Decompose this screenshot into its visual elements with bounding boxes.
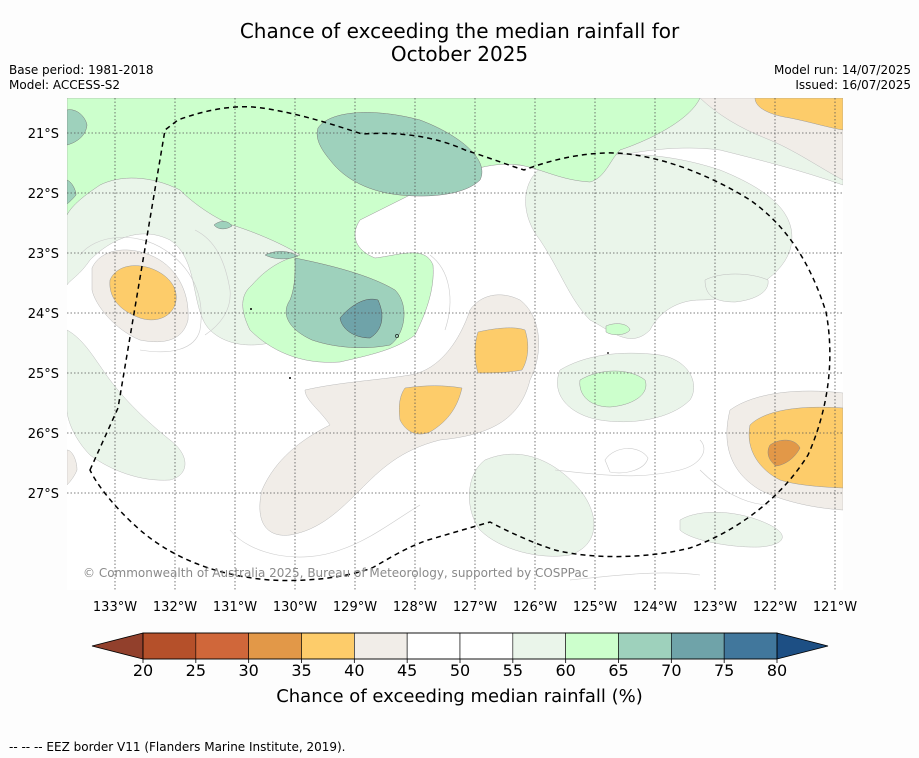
colorbar-cell [301, 632, 355, 660]
lat-label-25s: 25°S [28, 367, 59, 382]
lon-label-127w: 127°W [453, 600, 497, 615]
lon-label-129w: 129°W [333, 600, 377, 615]
lon-label-125w: 125°W [573, 600, 617, 615]
contour-30-35 [767, 439, 801, 467]
colorbar-cell [142, 632, 197, 660]
colorbar-cell [618, 632, 672, 660]
colorbar-cell [565, 632, 619, 660]
colorbar-tick-label: 80 [767, 661, 787, 680]
colorbar-tick-label: 60 [555, 661, 575, 680]
colorbar-tick-label: 30 [238, 661, 258, 680]
lon-label-130w: 130°W [273, 600, 317, 615]
lat-label-24s: 24°S [28, 307, 59, 322]
lat-label-22s: 22°S [28, 187, 59, 202]
colorbar-label: Chance of exceeding median rainfall (%) [276, 686, 643, 707]
colorbar-tick-label: 45 [397, 661, 417, 680]
lat-label-23s: 23°S [28, 247, 59, 262]
map-area: © Commonwealth of Australia 2025, Bureau… [67, 98, 843, 590]
lon-label-132w: 132°W [153, 600, 197, 615]
lon-label-128w: 128°W [393, 600, 437, 615]
colorbar-tick-label: 70 [661, 661, 681, 680]
colorbar-cell [512, 632, 566, 660]
map-title-line-2: October 2025 [390, 42, 529, 66]
colorbar-cell [671, 632, 725, 660]
colorbar-cell [354, 632, 408, 660]
colorbar-tick-label: 25 [186, 661, 206, 680]
colorbar-tick-label: 35 [291, 661, 311, 680]
map-title-line-1: Chance of exceeding the median rainfall … [239, 19, 680, 43]
colorbar-under-arrow [91, 632, 144, 660]
base-period-text: Base period: 1981-2018 [9, 63, 154, 77]
colorbar-tick-label: 40 [344, 661, 364, 680]
colorbar-cell [459, 632, 514, 660]
colorbar-tick-label: 50 [450, 661, 470, 680]
colorbar-cell [195, 632, 249, 660]
colorbar-tick-label: 55 [503, 661, 523, 680]
lon-label-126w: 126°W [513, 600, 557, 615]
lat-label-27s: 27°S [28, 487, 59, 502]
lon-label-123w: 123°W [693, 600, 737, 615]
lon-label-124w: 124°W [633, 600, 677, 615]
island-markers [250, 308, 609, 379]
eez-footnote: -- -- -- EEZ border V11 (Flanders Marine… [9, 740, 346, 754]
latitude-labels: 21°S 22°S 23°S 24°S 25°S 26°S 27°S [28, 127, 59, 502]
eez-border-line [89, 106, 831, 582]
contour-70-75 [339, 298, 383, 339]
lon-label-133w: 133°W [93, 600, 137, 615]
copyright-notice: © Commonwealth of Australia 2025, Bureau… [83, 566, 588, 580]
colorbar: 20 25 30 35 40 45 50 55 60 65 70 75 80 [91, 632, 829, 680]
lon-label-121w: 121°W [813, 600, 857, 615]
lat-label-26s: 26°S [28, 427, 59, 442]
colorbar-cell [723, 632, 778, 660]
colorbar-over-arrow [776, 632, 829, 660]
lon-label-122w: 122°W [753, 600, 797, 615]
colorbar-cell [248, 632, 302, 660]
longitude-labels: 133°W 132°W 131°W 130°W 129°W 128°W 127°… [93, 600, 857, 615]
issued-text: Issued: 16/07/2025 [795, 78, 911, 92]
model-run-text: Model run: 14/07/2025 [773, 63, 911, 77]
colorbar-tick-label: 65 [608, 661, 628, 680]
model-text: Model: ACCESS-S2 [9, 78, 121, 92]
colorbar-tick-label: 75 [714, 661, 734, 680]
colorbar-cell [406, 632, 461, 660]
lat-label-21s: 21°S [28, 127, 59, 142]
lon-label-131w: 131°W [213, 600, 257, 615]
colorbar-tick-label: 20 [133, 661, 153, 680]
